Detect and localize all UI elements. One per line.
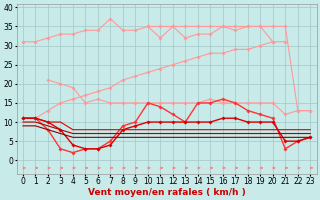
X-axis label: Vent moyen/en rafales ( km/h ): Vent moyen/en rafales ( km/h ) — [88, 188, 245, 197]
